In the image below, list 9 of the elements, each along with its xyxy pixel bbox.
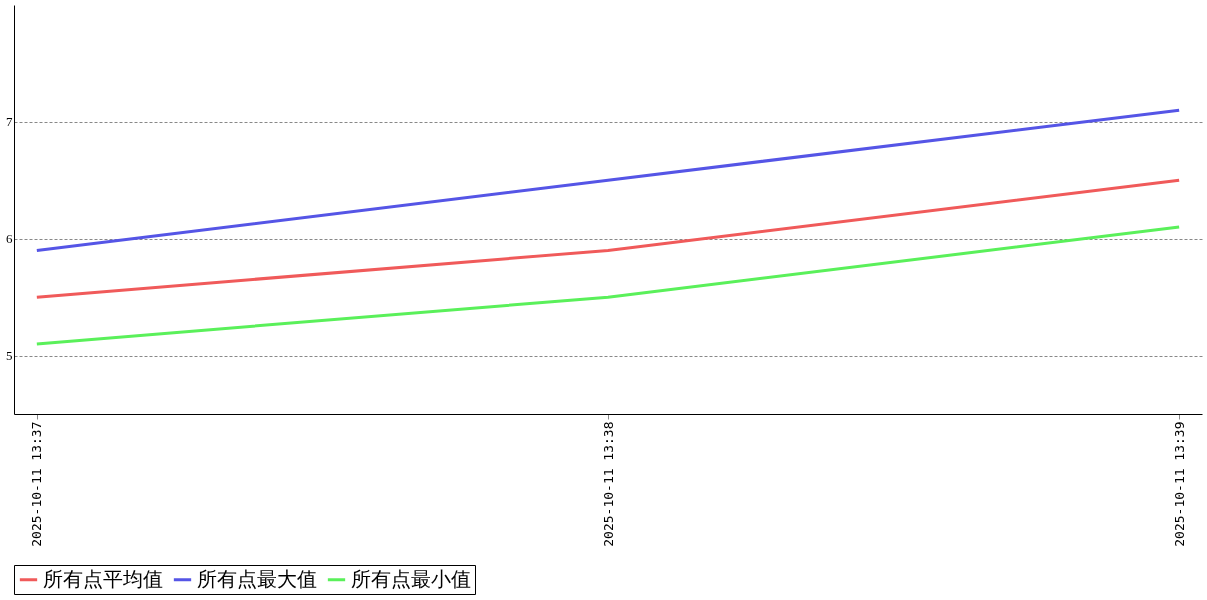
legend-label: 所有点最小值 [351, 567, 471, 590]
legend-label: 所有点平均值 [43, 567, 163, 590]
x-tick-label: 2025-10-11 13:37 [29, 421, 45, 547]
x-tick-label: 2025-10-11 13:38 [600, 421, 616, 547]
y-tick-label: 5 [6, 348, 13, 364]
y-tick-label: 6 [6, 231, 13, 247]
legend-label: 所有点最大值 [197, 567, 317, 590]
x-tick-label: 2025-10-11 13:39 [1171, 421, 1187, 547]
y-tick-label: 7 [6, 114, 13, 130]
